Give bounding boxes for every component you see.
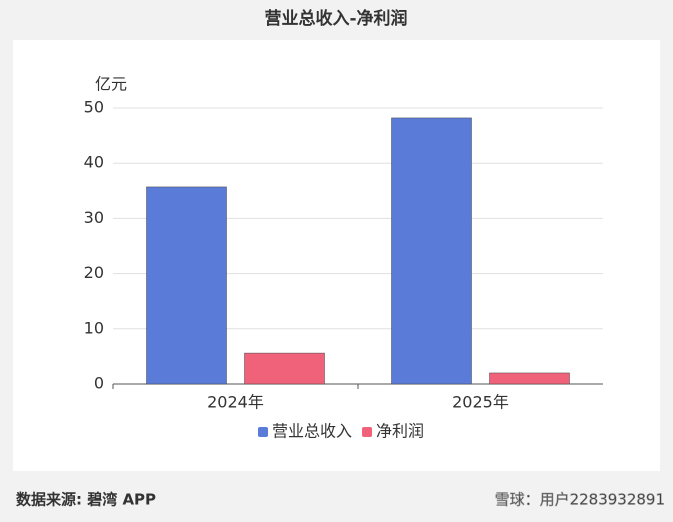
y-axis-unit: 亿元 <box>95 75 127 94</box>
x-tick-label: 2024年 <box>207 393 264 412</box>
x-tick-label: 2025年 <box>452 393 509 412</box>
chart-title: 营业总收入-净利润 <box>264 8 407 29</box>
chart-panel <box>13 40 660 471</box>
legend-swatch <box>362 427 373 437</box>
y-tick-label: 10 <box>84 318 104 337</box>
bar <box>489 372 570 385</box>
legend-label: 净利润 <box>376 422 424 441</box>
y-tick-label: 20 <box>84 263 104 282</box>
bar <box>146 186 227 385</box>
watermark: 雪球：用户2283932891 <box>495 491 665 509</box>
legend-swatch <box>258 427 268 437</box>
y-tick-label: 0 <box>94 374 104 393</box>
y-tick-label: 30 <box>84 208 104 227</box>
legend-label: 营业总收入 <box>272 422 352 441</box>
y-tick-label: 50 <box>84 98 104 117</box>
bar <box>244 352 325 385</box>
source: 数据来源: 碧湾 APP <box>16 491 156 509</box>
y-tick-label: 40 <box>84 153 104 172</box>
bar <box>391 117 472 385</box>
